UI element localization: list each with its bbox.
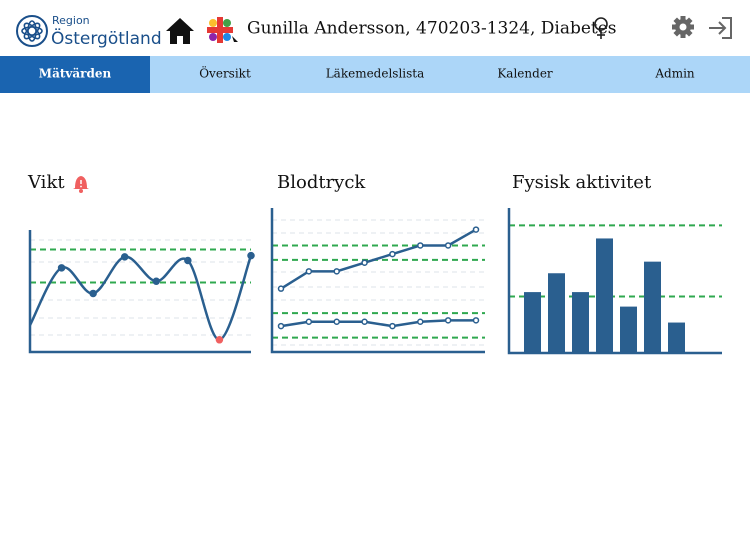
axis	[28, 230, 251, 354]
data-point	[152, 277, 161, 285]
nav-tab-label[interactable]: Mätvärden	[39, 67, 112, 81]
panel-title: Blodtryck	[277, 172, 366, 193]
nav-tab-label[interactable]: Läkemedelslista	[326, 67, 425, 81]
patient-info: Gunilla Andersson, 470203-1324, Diabetes	[247, 19, 617, 39]
nav-tab-label[interactable]: Kalender	[497, 67, 553, 81]
settings-icon[interactable]	[672, 16, 694, 38]
nav: Mätvärden Översikt Läkemedelslista Kalender…	[0, 56, 695, 93]
data-point	[184, 256, 192, 265]
nav-tab[interactable]	[0, 56, 150, 93]
logo-emblem	[16, 15, 48, 47]
nav-tab-label[interactable]: Översikt	[199, 65, 251, 81]
logo-main: Östergötland	[51, 27, 162, 49]
data-point	[417, 318, 424, 326]
data-point	[305, 268, 313, 275]
data-line	[280, 319, 476, 328]
axis	[270, 208, 485, 354]
bar	[596, 238, 613, 353]
data-point	[361, 318, 368, 326]
data-point	[444, 242, 452, 249]
bell-icon	[73, 176, 89, 193]
panel-title: Vikt	[27, 172, 65, 193]
data-point	[389, 322, 396, 330]
female-icon	[594, 17, 608, 39]
bar	[548, 273, 565, 353]
data-point	[120, 253, 129, 261]
data-point	[305, 318, 313, 326]
data-point	[215, 336, 224, 344]
data-point	[277, 285, 285, 292]
nav-tab-label[interactable]: Admin	[654, 67, 695, 81]
header	[0, 0, 750, 56]
bar	[524, 292, 541, 353]
data-point	[333, 318, 340, 326]
data-point	[417, 242, 424, 249]
data-point	[472, 317, 480, 324]
data-point	[89, 289, 97, 298]
app-icon[interactable]	[207, 17, 238, 43]
bar	[572, 292, 589, 353]
bar	[644, 261, 661, 353]
axis	[507, 208, 722, 355]
data-point	[361, 259, 368, 266]
data-point	[444, 317, 452, 324]
data-point	[277, 322, 285, 330]
home-icon[interactable]	[166, 18, 194, 44]
data-point	[389, 250, 396, 258]
data-line	[280, 228, 477, 290]
data-point	[472, 226, 480, 233]
charts: Vikt Blodtryck Fysisk aktivitet	[27, 172, 722, 355]
data-point	[57, 264, 66, 272]
logout-icon[interactable]	[709, 17, 732, 39]
logo-top: Region	[52, 14, 90, 27]
bar	[620, 306, 637, 353]
panel-title: Fysisk aktivitet	[512, 172, 652, 193]
bar	[668, 322, 685, 353]
data-point	[333, 268, 340, 275]
data-point	[247, 251, 255, 260]
